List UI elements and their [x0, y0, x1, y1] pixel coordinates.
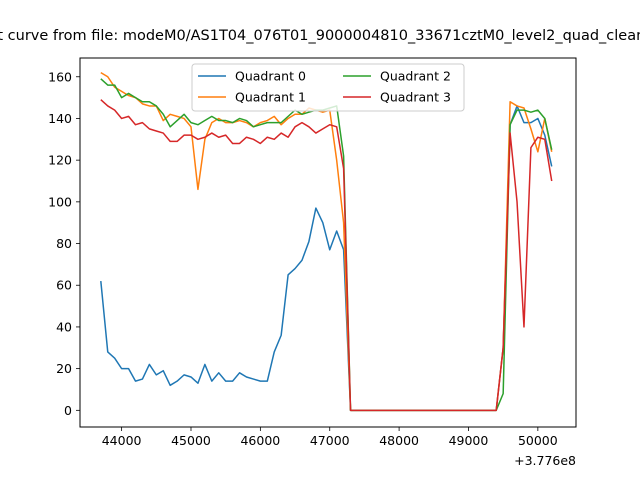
x-tick-label-0: 44000: [102, 433, 142, 448]
y-axis: 0 20 40 60 80 100 120 140 160: [48, 69, 80, 418]
y-tick-label-3: 60: [56, 278, 72, 293]
y-tick-label-5: 100: [48, 194, 72, 209]
y-tick-label-2: 40: [56, 319, 72, 334]
legend-box: [191, 63, 465, 112]
legend: Quadrant 0 Quadrant 1 Quadrant 2 Quadrant 3: [191, 63, 465, 112]
series-line-3: [100, 99, 553, 412]
y-tick-label-8: 160: [48, 69, 72, 84]
x-tick-label-2: 46000: [240, 433, 280, 448]
x-offset-label: +3.776e8: [514, 453, 576, 468]
y-tick-label-7: 140: [48, 111, 72, 126]
series-line-2: [100, 78, 553, 412]
axes-frame: [79, 57, 577, 428]
legend-label-1: Quadrant 1: [235, 90, 306, 105]
y-tick-label-1: 20: [56, 361, 72, 376]
y-tick-label-6: 120: [48, 153, 72, 168]
legend-label-3: Quadrant 3: [380, 90, 451, 105]
legend-label-0: Quadrant 0: [235, 69, 306, 84]
x-tick-label-5: 49000: [449, 433, 489, 448]
y-tick-label-0: 0: [64, 403, 72, 418]
x-tick-label-1: 45000: [171, 433, 211, 448]
series-line-0: [100, 105, 553, 412]
x-tick-label-6: 50000: [518, 433, 558, 448]
x-tick-label-4: 48000: [379, 433, 419, 448]
x-axis: 44000 45000 46000 47000 48000 49000 50000: [102, 427, 558, 448]
x-tick-label-3: 47000: [310, 433, 350, 448]
legend-label-2: Quadrant 2: [380, 69, 451, 84]
plot-area: [100, 71, 553, 412]
chart-title: Light curve from file: modeM0/AS1T04_076…: [0, 28, 640, 44]
y-tick-label-4: 80: [56, 236, 72, 251]
